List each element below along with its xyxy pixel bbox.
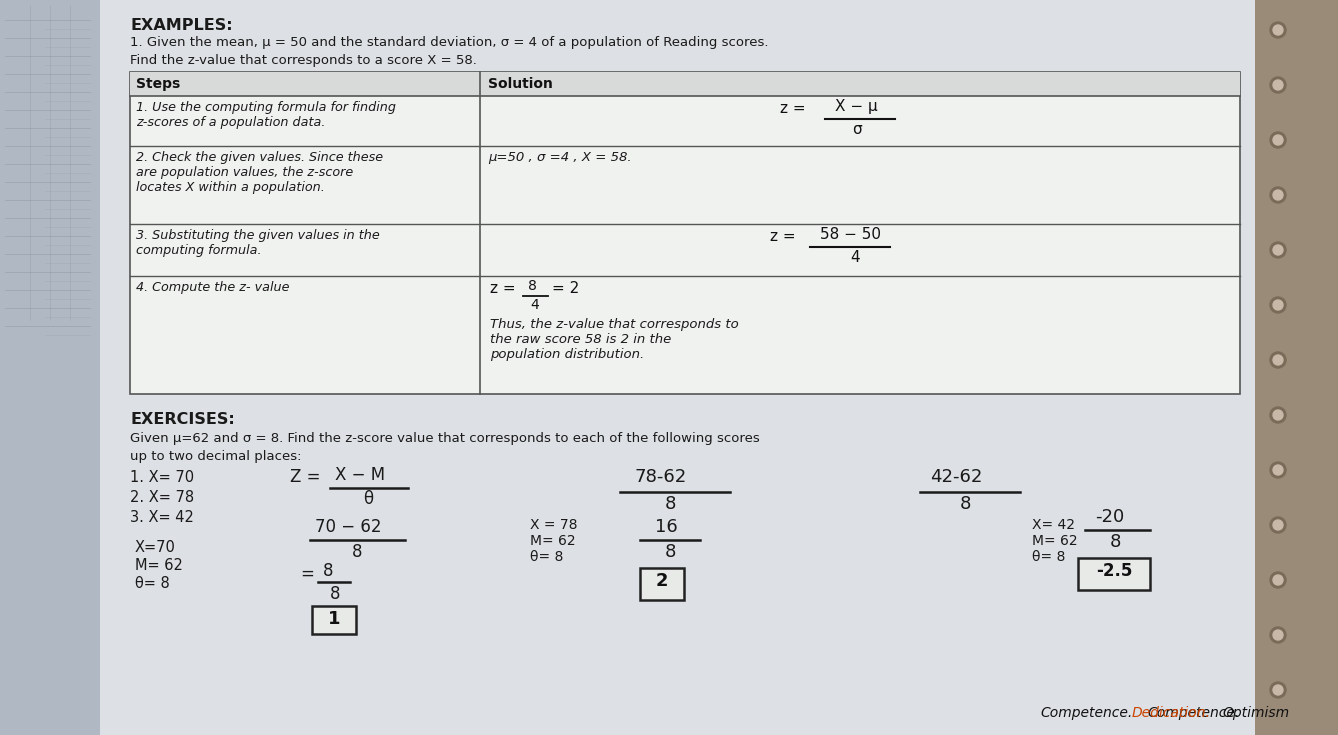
Bar	[1078, 558, 1149, 590]
Circle shape	[1270, 297, 1286, 313]
Text: 8: 8	[352, 543, 363, 561]
Text: 8: 8	[665, 543, 677, 561]
Circle shape	[1272, 465, 1283, 475]
Text: 8: 8	[665, 495, 677, 513]
Text: M= 62: M= 62	[530, 534, 575, 548]
Text: σ: σ	[852, 122, 862, 137]
Text: Given μ=62 and σ = 8. Find the z-score value that corresponds to each of the fol: Given μ=62 and σ = 8. Find the z-score v…	[130, 432, 760, 445]
Bar	[130, 72, 1240, 394]
Bar	[1255, 0, 1338, 735]
Circle shape	[1270, 352, 1286, 368]
Circle shape	[1272, 135, 1283, 145]
Text: up to two decimal places:: up to two decimal places:	[130, 450, 301, 463]
Text: 2: 2	[656, 572, 668, 590]
Text: 8: 8	[322, 562, 333, 580]
Circle shape	[1272, 685, 1283, 695]
Text: X − M: X − M	[334, 466, 385, 484]
Text: X − μ: X − μ	[835, 99, 878, 114]
Text: Thus, the z-value that corresponds to
the raw score 58 is 2 in the
population di: Thus, the z-value that corresponds to th…	[490, 318, 739, 361]
Circle shape	[1270, 132, 1286, 148]
Circle shape	[1270, 407, 1286, 423]
Circle shape	[1270, 682, 1286, 698]
Text: 16: 16	[656, 518, 678, 536]
Text: Competence.: Competence.	[1148, 706, 1240, 720]
Text: 1: 1	[328, 610, 340, 628]
Text: 3. Substituting the given values in the
computing formula.: 3. Substituting the given values in the …	[136, 229, 380, 257]
Text: 4. Compute the z- value: 4. Compute the z- value	[136, 281, 289, 294]
Text: z =: z =	[780, 101, 805, 116]
Text: 8: 8	[1111, 533, 1121, 551]
Text: θ= 8: θ= 8	[135, 576, 170, 591]
Bar	[0, 0, 100, 735]
Text: θ= 8: θ= 8	[1032, 550, 1065, 564]
Text: 42-62: 42-62	[930, 468, 982, 486]
Text: 70 − 62: 70 − 62	[314, 518, 381, 536]
Text: 2. X= 78: 2. X= 78	[130, 490, 194, 505]
Text: 78-62: 78-62	[636, 468, 688, 486]
Circle shape	[1272, 355, 1283, 365]
Text: X = 78: X = 78	[530, 518, 578, 532]
Text: Z =: Z =	[290, 468, 321, 486]
Bar	[640, 568, 684, 600]
Circle shape	[1272, 300, 1283, 310]
Bar	[95, 0, 1275, 735]
Circle shape	[1270, 22, 1286, 38]
Text: Find the z-value that corresponds to a score X = 58.: Find the z-value that corresponds to a s…	[130, 54, 476, 67]
Text: 1. Use the computing formula for finding
z-scores of a population data.: 1. Use the computing formula for finding…	[136, 101, 396, 129]
Text: Optimism: Optimism	[1222, 706, 1288, 720]
Text: Dedication.: Dedication.	[1132, 706, 1211, 720]
Circle shape	[1270, 462, 1286, 478]
Circle shape	[1272, 245, 1283, 255]
Text: 4: 4	[530, 298, 539, 312]
Text: X= 42: X= 42	[1032, 518, 1074, 532]
Text: =: =	[300, 565, 314, 583]
Circle shape	[1272, 520, 1283, 530]
Text: EXERCISES:: EXERCISES:	[130, 412, 234, 427]
Text: μ=50 , σ =4 , X = 58.: μ=50 , σ =4 , X = 58.	[488, 151, 632, 164]
Text: 8: 8	[330, 585, 340, 603]
Text: 1. X= 70: 1. X= 70	[130, 470, 194, 485]
Text: 1. Given the mean, μ = 50 and the standard deviation, σ = 4 of a population of R: 1. Given the mean, μ = 50 and the standa…	[130, 36, 768, 49]
Text: 3. X= 42: 3. X= 42	[130, 510, 194, 525]
Text: θ: θ	[363, 490, 373, 508]
Text: z =: z =	[769, 229, 796, 244]
Circle shape	[1270, 187, 1286, 203]
Text: 2. Check the given values. Since these
are population values, the z-score
locate: 2. Check the given values. Since these a…	[136, 151, 383, 194]
Circle shape	[1270, 242, 1286, 258]
Text: Steps: Steps	[136, 77, 181, 91]
Bar	[130, 72, 1240, 96]
Text: = 2: = 2	[553, 281, 579, 296]
Text: θ= 8: θ= 8	[530, 550, 563, 564]
Bar	[312, 606, 356, 634]
Text: 8: 8	[529, 279, 537, 293]
Text: M= 62: M= 62	[135, 558, 183, 573]
Circle shape	[1272, 25, 1283, 35]
Circle shape	[1270, 572, 1286, 588]
Text: Solution: Solution	[488, 77, 553, 91]
Text: Competence.: Competence.	[1040, 706, 1132, 720]
Text: -2.5: -2.5	[1096, 562, 1132, 580]
Circle shape	[1272, 630, 1283, 640]
Text: EXAMPLES:: EXAMPLES:	[130, 18, 233, 33]
Text: 58 − 50: 58 − 50	[820, 227, 880, 242]
Circle shape	[1272, 80, 1283, 90]
Text: -20: -20	[1094, 508, 1124, 526]
Circle shape	[1272, 575, 1283, 585]
Circle shape	[1270, 77, 1286, 93]
Circle shape	[1270, 627, 1286, 643]
Text: X=70: X=70	[135, 540, 175, 555]
Text: M= 62: M= 62	[1032, 534, 1077, 548]
Text: z =: z =	[490, 281, 515, 296]
Circle shape	[1272, 410, 1283, 420]
Circle shape	[1272, 190, 1283, 200]
Text: 4: 4	[850, 250, 859, 265]
Text: 8: 8	[959, 495, 971, 513]
Circle shape	[1270, 517, 1286, 533]
